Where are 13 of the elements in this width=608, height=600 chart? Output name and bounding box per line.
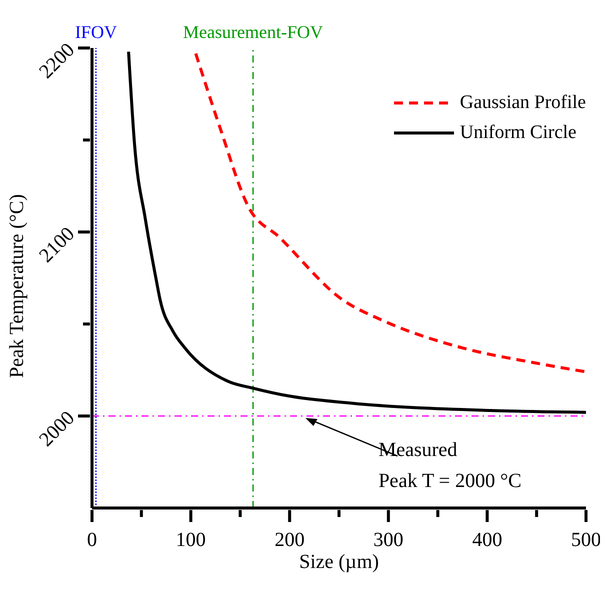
legend-label: Uniform Circle — [460, 122, 576, 144]
x-tick-label: 400 — [472, 529, 502, 551]
x-tick-label: 100 — [176, 529, 206, 551]
x-tick-label: 0 — [87, 529, 97, 551]
annotation: Measured Peak T = 2000 °C — [378, 439, 522, 492]
y-axis-title: Peak Temperature (°C) — [6, 194, 28, 378]
x-tick-label: 500 — [571, 529, 601, 551]
x-tick-label: 200 — [274, 529, 305, 551]
ref-line-label: Measurement-FOV — [183, 22, 324, 42]
x-axis-title: Size (µm) — [299, 551, 379, 573]
ref-line-label: IFOV — [74, 22, 117, 42]
legend-label: Gaussian Profile — [460, 92, 586, 114]
x-tick-label: 300 — [373, 529, 404, 551]
